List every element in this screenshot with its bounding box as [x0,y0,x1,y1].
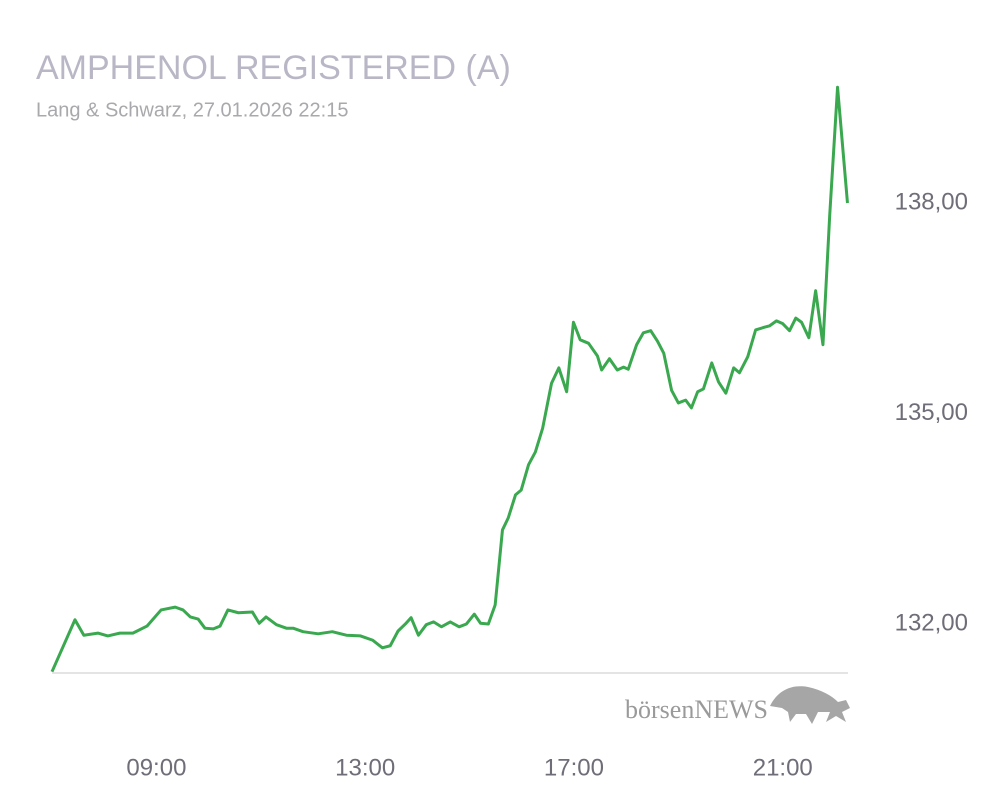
x-tick-label: 13:00 [335,754,395,781]
x-tick-label: 09:00 [126,754,186,781]
x-tick-label: 17:00 [544,754,604,781]
chart-subtitle: Lang & Schwarz, 27.01.2026 22:15 [36,99,348,121]
y-tick-label: 132,00 [895,609,968,636]
y-tick-label: 135,00 [895,399,968,426]
y-tick-label: 138,00 [895,188,968,215]
chart-title: AMPHENOL REGISTERED (A) [36,49,511,87]
bull-logo [770,686,850,724]
x-tick-label: 21:00 [753,754,813,781]
price-line [50,85,849,673]
watermark: börsenNEWS [625,695,768,724]
